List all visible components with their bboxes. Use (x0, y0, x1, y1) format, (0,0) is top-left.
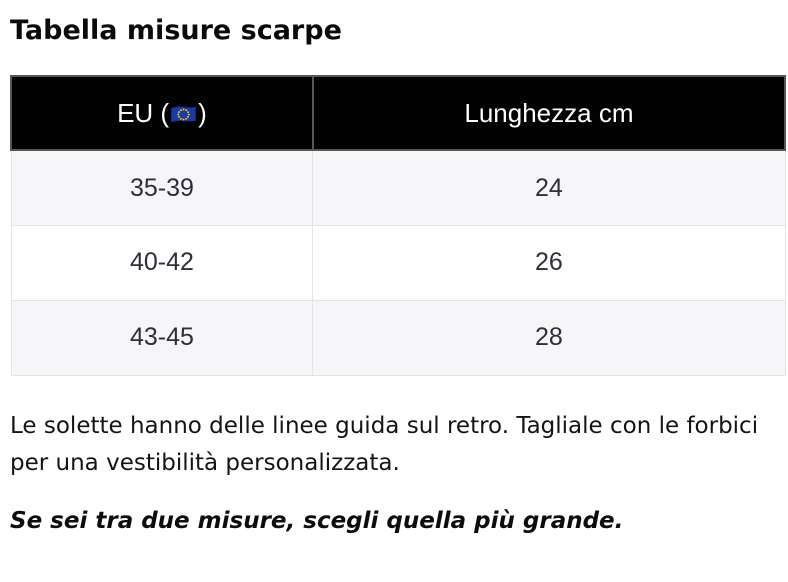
cell-eu-size: 35-39 (10, 149, 314, 226)
size-table: EU ( (10, 75, 787, 376)
care-note-text: Le solette hanno delle linee guida sul r… (10, 412, 759, 476)
header-cell-length: Lunghezza cm (311, 75, 787, 152)
header-cell-eu: EU ( (10, 75, 314, 152)
table-row: 40-42 26 (10, 224, 786, 301)
sizing-tip-text: Se sei tra due misure, scegli quella più… (10, 508, 624, 535)
cell-eu-size: 43-45 (10, 299, 314, 376)
table-row: 43-45 28 (10, 299, 786, 376)
cell-length-cm: 26 (312, 224, 786, 301)
eu-label-suffix: ) (198, 97, 207, 128)
table-header-row: EU ( (10, 75, 787, 152)
cell-eu-size: 40-42 (10, 224, 314, 301)
cell-length-cm: 24 (312, 149, 786, 226)
eu-flag-icon (171, 106, 197, 123)
table-row: 35-39 24 (10, 149, 786, 226)
eu-label-prefix: EU ( (117, 97, 170, 128)
cell-length-cm: 28 (312, 299, 786, 376)
size-guide-section: Tabella misure scarpe EU ( (10, 15, 787, 535)
page-title: Tabella misure scarpe (10, 15, 342, 46)
